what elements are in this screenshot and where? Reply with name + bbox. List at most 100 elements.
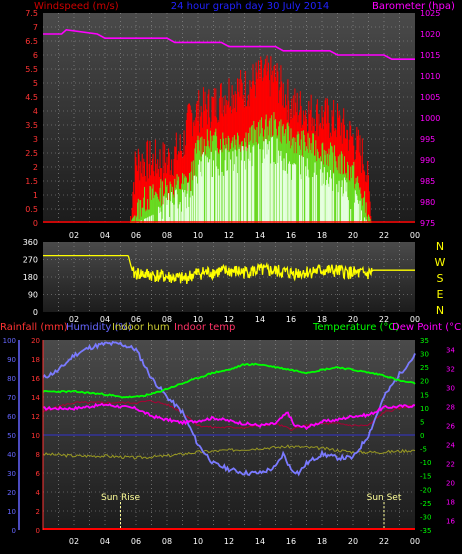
rain-tick-label: 12 <box>31 413 40 421</box>
humidity-tick-label: 60 <box>7 413 16 421</box>
dewpoint-tick-label: 18 <box>446 499 455 507</box>
wind-speed-tick-label: 3.5 <box>25 121 38 130</box>
wind-speed-tick-label: 5 <box>33 79 38 88</box>
dewpoint-tick-label: 32 <box>446 366 455 374</box>
wind-speed-tick-label: 6.5 <box>25 37 38 46</box>
barometer-tick-label: 1005 <box>420 93 440 102</box>
wind-speed-tick-label: 2.5 <box>25 149 38 158</box>
wind-speed-tick-label: 1 <box>33 191 38 200</box>
temperature-tick-label: 35 <box>420 337 429 345</box>
humidity-tick-label: 100 <box>3 337 16 345</box>
wind-speed-tick-label: 6 <box>33 51 38 60</box>
temperature-tick-label: -25 <box>420 500 431 508</box>
dewpoint-line <box>42 402 416 431</box>
temperature-grid <box>43 340 415 530</box>
rain-tick-label: 20 <box>31 337 40 345</box>
humidity-tick-label: 80 <box>7 375 16 383</box>
rain-tick-label: 4 <box>36 489 41 497</box>
indoor-humidity-line <box>42 444 416 460</box>
x-tick-label: 16 <box>286 537 296 546</box>
compass-letter-e: E <box>437 288 444 301</box>
dewpoint-tick-label: 24 <box>446 442 455 450</box>
dewpoint-tick-label: 16 <box>446 518 455 526</box>
barometer-tick-label: 1020 <box>420 30 440 39</box>
humidity-tick-label: 70 <box>7 394 16 402</box>
direction-tick-label: 90 <box>28 291 38 300</box>
barometer-tick-label: 1010 <box>420 72 440 81</box>
x-tick-label: 14 <box>255 231 265 240</box>
graph-title: 24 hour graph day 30 July 2014 <box>171 1 330 12</box>
temperature-tick-label: 15 <box>420 391 429 399</box>
wind-speed-tick-label: 3 <box>33 135 38 144</box>
rain-tick-label: 18 <box>31 356 40 364</box>
x-tick-label: 18 <box>317 231 327 240</box>
humidity-tick-label: 40 <box>7 451 16 459</box>
x-tick-label: 02 <box>69 537 79 546</box>
rain-tick-label: 2 <box>36 508 40 516</box>
x-tick-label: 16 <box>286 315 296 324</box>
wind-direction-line <box>43 254 415 284</box>
humidity-tick-label: 0 <box>12 527 16 535</box>
temperature-tick-label: 25 <box>420 364 429 372</box>
wind-direction-series <box>43 254 415 284</box>
compass-letter-n2: N <box>436 304 444 317</box>
compass-letters: N W S E N <box>435 240 446 317</box>
x-tick-label: 12 <box>224 315 234 324</box>
x-tick-label: 08 <box>162 315 172 324</box>
temperature-line <box>42 362 416 399</box>
wind-speed-tick-label: 4 <box>33 107 38 116</box>
wind-direction-axes: 360 270 180 90 0 02 04 06 08 10 12 14 16 18 20 22 00 <box>23 238 420 324</box>
temperature-tick-label: -20 <box>420 486 431 494</box>
wind-speed-tick-label: 0 <box>33 219 38 228</box>
legend-rainfall: Rainfall (mm) <box>0 322 68 333</box>
x-tick-label: 10 <box>193 537 203 546</box>
wind-speed-tick-label: 7.5 <box>25 9 38 18</box>
dewpoint-tick-label: 26 <box>446 423 455 431</box>
humidity-line <box>42 340 416 477</box>
x-tick-label: 04 <box>100 315 110 324</box>
x-tick-label: 20 <box>348 537 358 546</box>
temperature-tick-label: -10 <box>420 459 431 467</box>
temperature-tick-label: -5 <box>420 446 427 454</box>
x-tick-label: 00 <box>410 315 420 324</box>
x-tick-label: 10 <box>193 231 203 240</box>
wind-speed-tick-label: 0.5 <box>25 205 38 214</box>
x-tick-label: 04 <box>100 537 110 546</box>
wind-speed-tick-label: 4.5 <box>25 93 38 102</box>
x-tick-label: 02 <box>69 315 79 324</box>
x-tick-label: 06 <box>131 231 141 240</box>
temperature-tick-label: -15 <box>420 473 431 481</box>
wind-speed-tick-label: 7 <box>33 23 38 32</box>
rain-tick-label: 16 <box>31 375 40 383</box>
temperature-series <box>42 340 416 530</box>
x-tick-label: 14 <box>255 315 265 324</box>
sunset-label: Sun Set <box>367 493 402 503</box>
x-tick-label: 02 <box>69 231 79 240</box>
wind-speed-axes: 7.576.565.554.543.532.521.510.5010251020… <box>25 9 440 240</box>
indoor-temp-line <box>42 399 416 431</box>
compass-letter-n: N <box>436 240 444 253</box>
x-tick-label: 06 <box>131 315 141 324</box>
x-tick-label: 08 <box>162 231 172 240</box>
dewpoint-tick-label: 30 <box>446 385 455 393</box>
direction-tick-label: 0 <box>33 308 38 317</box>
dewpoint-tick-label: 34 <box>446 347 455 355</box>
legend-dewpoint: Dew Point (°C) <box>392 322 462 333</box>
legend-temperature: Temperature (°C) <box>312 322 399 333</box>
x-tick-label: 04 <box>100 231 110 240</box>
legend-indoor-hum: Indoor hum <box>112 322 170 333</box>
wind-speed-tick-label: 5.5 <box>25 65 38 74</box>
x-tick-label: 20 <box>348 231 358 240</box>
direction-tick-label: 270 <box>23 256 38 265</box>
x-tick-label: 22 <box>379 231 389 240</box>
barometer-tick-label: 990 <box>420 156 435 165</box>
x-tick-label: 10 <box>193 315 203 324</box>
barometer-line <box>43 28 415 60</box>
barometer-tick-label: 980 <box>420 198 435 207</box>
barometer-tick-label: 1015 <box>420 51 440 60</box>
dewpoint-tick-label: 22 <box>446 461 455 469</box>
barometer-axis-title: Barometer (hpa) <box>372 1 455 12</box>
temperature-tick-label: 5 <box>420 418 424 426</box>
rain-tick-label: 8 <box>36 451 40 459</box>
wind-speed-tick-label: 2 <box>33 163 38 172</box>
